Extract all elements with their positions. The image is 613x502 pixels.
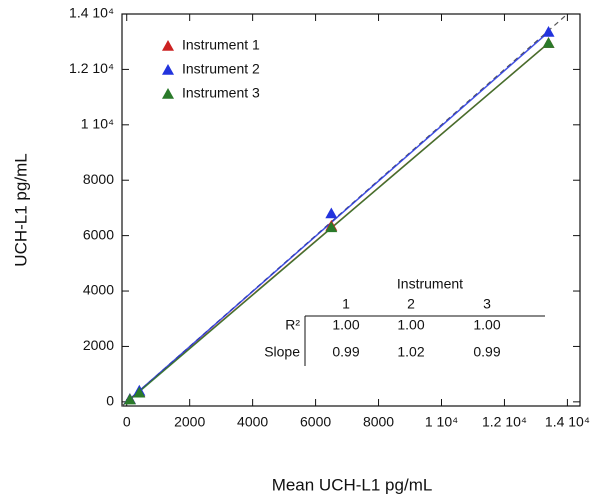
table-title: Instrument [397,276,463,292]
data-point [325,207,338,219]
x-axis-title: Mean UCH-L1 pg/mL [272,475,433,494]
x-tick-label: 8000 [363,414,394,430]
table-cell: 0.99 [473,344,500,360]
legend-label: Instrument 1 [182,37,260,53]
y-tick-label: 2000 [83,337,114,353]
table-column: 2 [407,296,415,312]
data-point [542,37,555,48]
legend-label: Instrument 2 [182,61,260,77]
table-cell: 0.99 [332,344,359,360]
table-cell: 1.02 [397,344,424,360]
y-tick-label: 8000 [83,171,114,187]
y-tick-label: 1.2 10⁴ [69,60,114,76]
table-row-label: R² [285,317,300,333]
fit-line [129,42,550,401]
x-tick-label: 0 [123,414,131,430]
fit-line [129,31,550,400]
x-tick-label: 1.2 10⁴ [482,414,527,430]
legend-label: Instrument 3 [182,85,260,101]
y-tick-label: 6000 [83,226,114,242]
legend-marker [162,64,174,75]
plot-frame [121,13,581,407]
table-cell: 1.00 [473,317,500,333]
data-point [542,26,555,37]
table-row-label: Slope [264,344,300,360]
data-point [325,221,338,233]
table-cell: 1.00 [332,317,359,333]
y-tick-label: 1 10⁴ [81,116,114,132]
y-tick-label: 4000 [83,282,114,298]
x-tick-label: 1 10⁴ [425,414,458,430]
table-column: 1 [342,296,350,312]
y-tick-label: 0 [106,393,114,409]
x-tick-label: 1.4 10⁴ [545,414,590,430]
legend-marker [162,40,174,51]
data-point [123,393,136,405]
table-column: 3 [483,296,491,312]
data-point [133,386,146,398]
y-tick-label: 1.4 10⁴ [69,5,114,21]
y-axis-title: UCH-L1 pg/mL [11,153,30,266]
x-tick-label: 2000 [174,414,205,430]
x-tick-label: 6000 [300,414,331,430]
x-tick-label: 4000 [237,414,268,430]
table-cell: 1.00 [397,317,424,333]
legend-marker [162,88,174,99]
